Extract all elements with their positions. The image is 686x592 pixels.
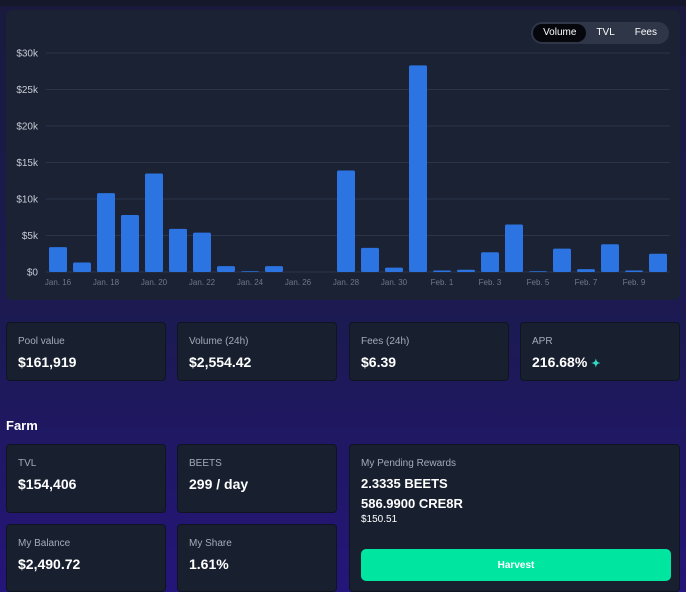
volume-bar[interactable] [625,270,643,272]
x-tick-label: Jan. 18 [93,278,120,287]
x-tick-label: Jan. 16 [45,278,72,287]
volume-bar[interactable] [361,247,379,272]
volume-bar[interactable] [649,253,667,272]
apr-card: APR 216.68% ✦ [520,322,680,381]
my-share-label: My Share [189,538,232,549]
volume-bar[interactable] [577,269,595,272]
volume-bar[interactable] [529,271,547,272]
farm-title: Farm [6,418,38,433]
volume-bar[interactable] [49,247,67,272]
volume-bar[interactable] [481,252,499,272]
beets-rate-label: BEETS [189,458,222,469]
x-tick-label: Jan. 24 [237,278,264,287]
volume-bar[interactable] [97,193,115,272]
volume-bar[interactable] [553,248,571,272]
toggle-fees[interactable]: Fees [634,27,657,38]
volume-bar[interactable] [145,173,163,272]
y-tick-label: $5k [22,231,39,242]
fees-24h-card: Fees (24h) $6.39 [349,322,509,381]
x-tick-label: Feb. 1 [431,278,454,287]
x-tick-label: Jan. 22 [189,278,216,287]
volume-bar-chart: $0 $5k $10k $15k $20k $25k $30k Jan. 16 Jan. 18 J… [16,49,670,287]
volume-bar[interactable] [169,228,187,272]
x-tick-label: Jan. 28 [333,278,360,287]
fees-24h-amount: $6.39 [361,354,397,370]
volume-bar[interactable] [505,224,523,272]
top-strip [0,0,686,6]
x-tick-label: Feb. 5 [527,278,550,287]
pending-cre8r: 586.9900 CRE8R [361,496,463,511]
pending-rewards-card: My Pending Rewards 2.3335 BEETS 586.9900… [349,444,680,592]
volume-bar[interactable] [601,244,619,272]
volume-bar[interactable] [265,266,283,272]
y-tick-label: $30k [16,49,39,60]
volume-24h-card: Volume (24h) $2,554.42 [177,322,337,381]
x-tick-label: Jan. 20 [141,278,168,287]
apr-amount: 216.68% [532,354,588,370]
y-tick-label: $15k [16,158,39,169]
volume-24h-label: Volume (24h) [189,336,249,347]
volume-bar[interactable] [457,269,475,272]
volume-bar[interactable] [121,215,139,272]
volume-bar[interactable] [409,65,427,272]
y-tick-label: $25k [16,85,39,96]
x-tick-label: Jan. 30 [381,278,408,287]
volume-bar[interactable] [433,270,451,272]
beets-rate-amount: 299 / day [189,476,249,492]
my-balance-amount: $2,490.72 [18,556,81,572]
volume-bar[interactable] [193,232,211,272]
toggle-tvl[interactable]: TVL [596,27,615,38]
my-balance-card: My Balance $2,490.72 [6,524,166,592]
pool-value-card: Pool value $161,919 [6,322,166,381]
chart-toggle: Volume TVL Fees [531,22,669,44]
sparkles-icon[interactable]: ✦ [591,358,601,370]
volume-bar[interactable] [73,262,91,272]
volume-bar[interactable] [337,170,355,272]
apr-value-row: 216.68% ✦ [532,354,601,370]
farm-tvl-card: TVL $154,406 [6,444,166,513]
y-tick-label: $0 [27,268,39,279]
volume-bar[interactable] [217,266,235,272]
beets-rate-card: BEETS 299 / day [177,444,337,513]
harvest-button[interactable]: Harvest [361,549,671,581]
pool-value-amount: $161,919 [18,354,77,370]
my-share-amount: 1.61% [189,556,229,572]
volume-24h-amount: $2,554.42 [189,354,252,370]
x-tick-label: Feb. 9 [623,278,646,287]
y-tick-label: $10k [16,195,39,206]
volume-chart-card: Volume TVL Fees $0 $5k $10k $15k $20k $25k $30… [6,10,680,300]
my-balance-label: My Balance [18,538,71,549]
toggle-volume[interactable]: Volume [533,24,587,42]
x-tick-label: Feb. 3 [479,278,502,287]
pending-rewards-label: My Pending Rewards [361,458,457,469]
volume-bar[interactable] [385,267,403,272]
y-tick-label: $20k [16,122,39,133]
x-tick-label: Jan. 26 [285,278,312,287]
fees-24h-label: Fees (24h) [361,336,410,347]
apr-label: APR [532,336,553,347]
pending-rewards-usd: $150.51 [361,514,398,525]
pending-beets: 2.3335 BEETS [361,476,448,491]
pool-value-label: Pool value [18,336,65,347]
my-share-card: My Share 1.61% [177,524,337,592]
x-tick-label: Feb. 7 [575,278,598,287]
farm-tvl-amount: $154,406 [18,476,77,492]
farm-tvl-label: TVL [18,458,37,469]
volume-bar[interactable] [241,271,259,272]
